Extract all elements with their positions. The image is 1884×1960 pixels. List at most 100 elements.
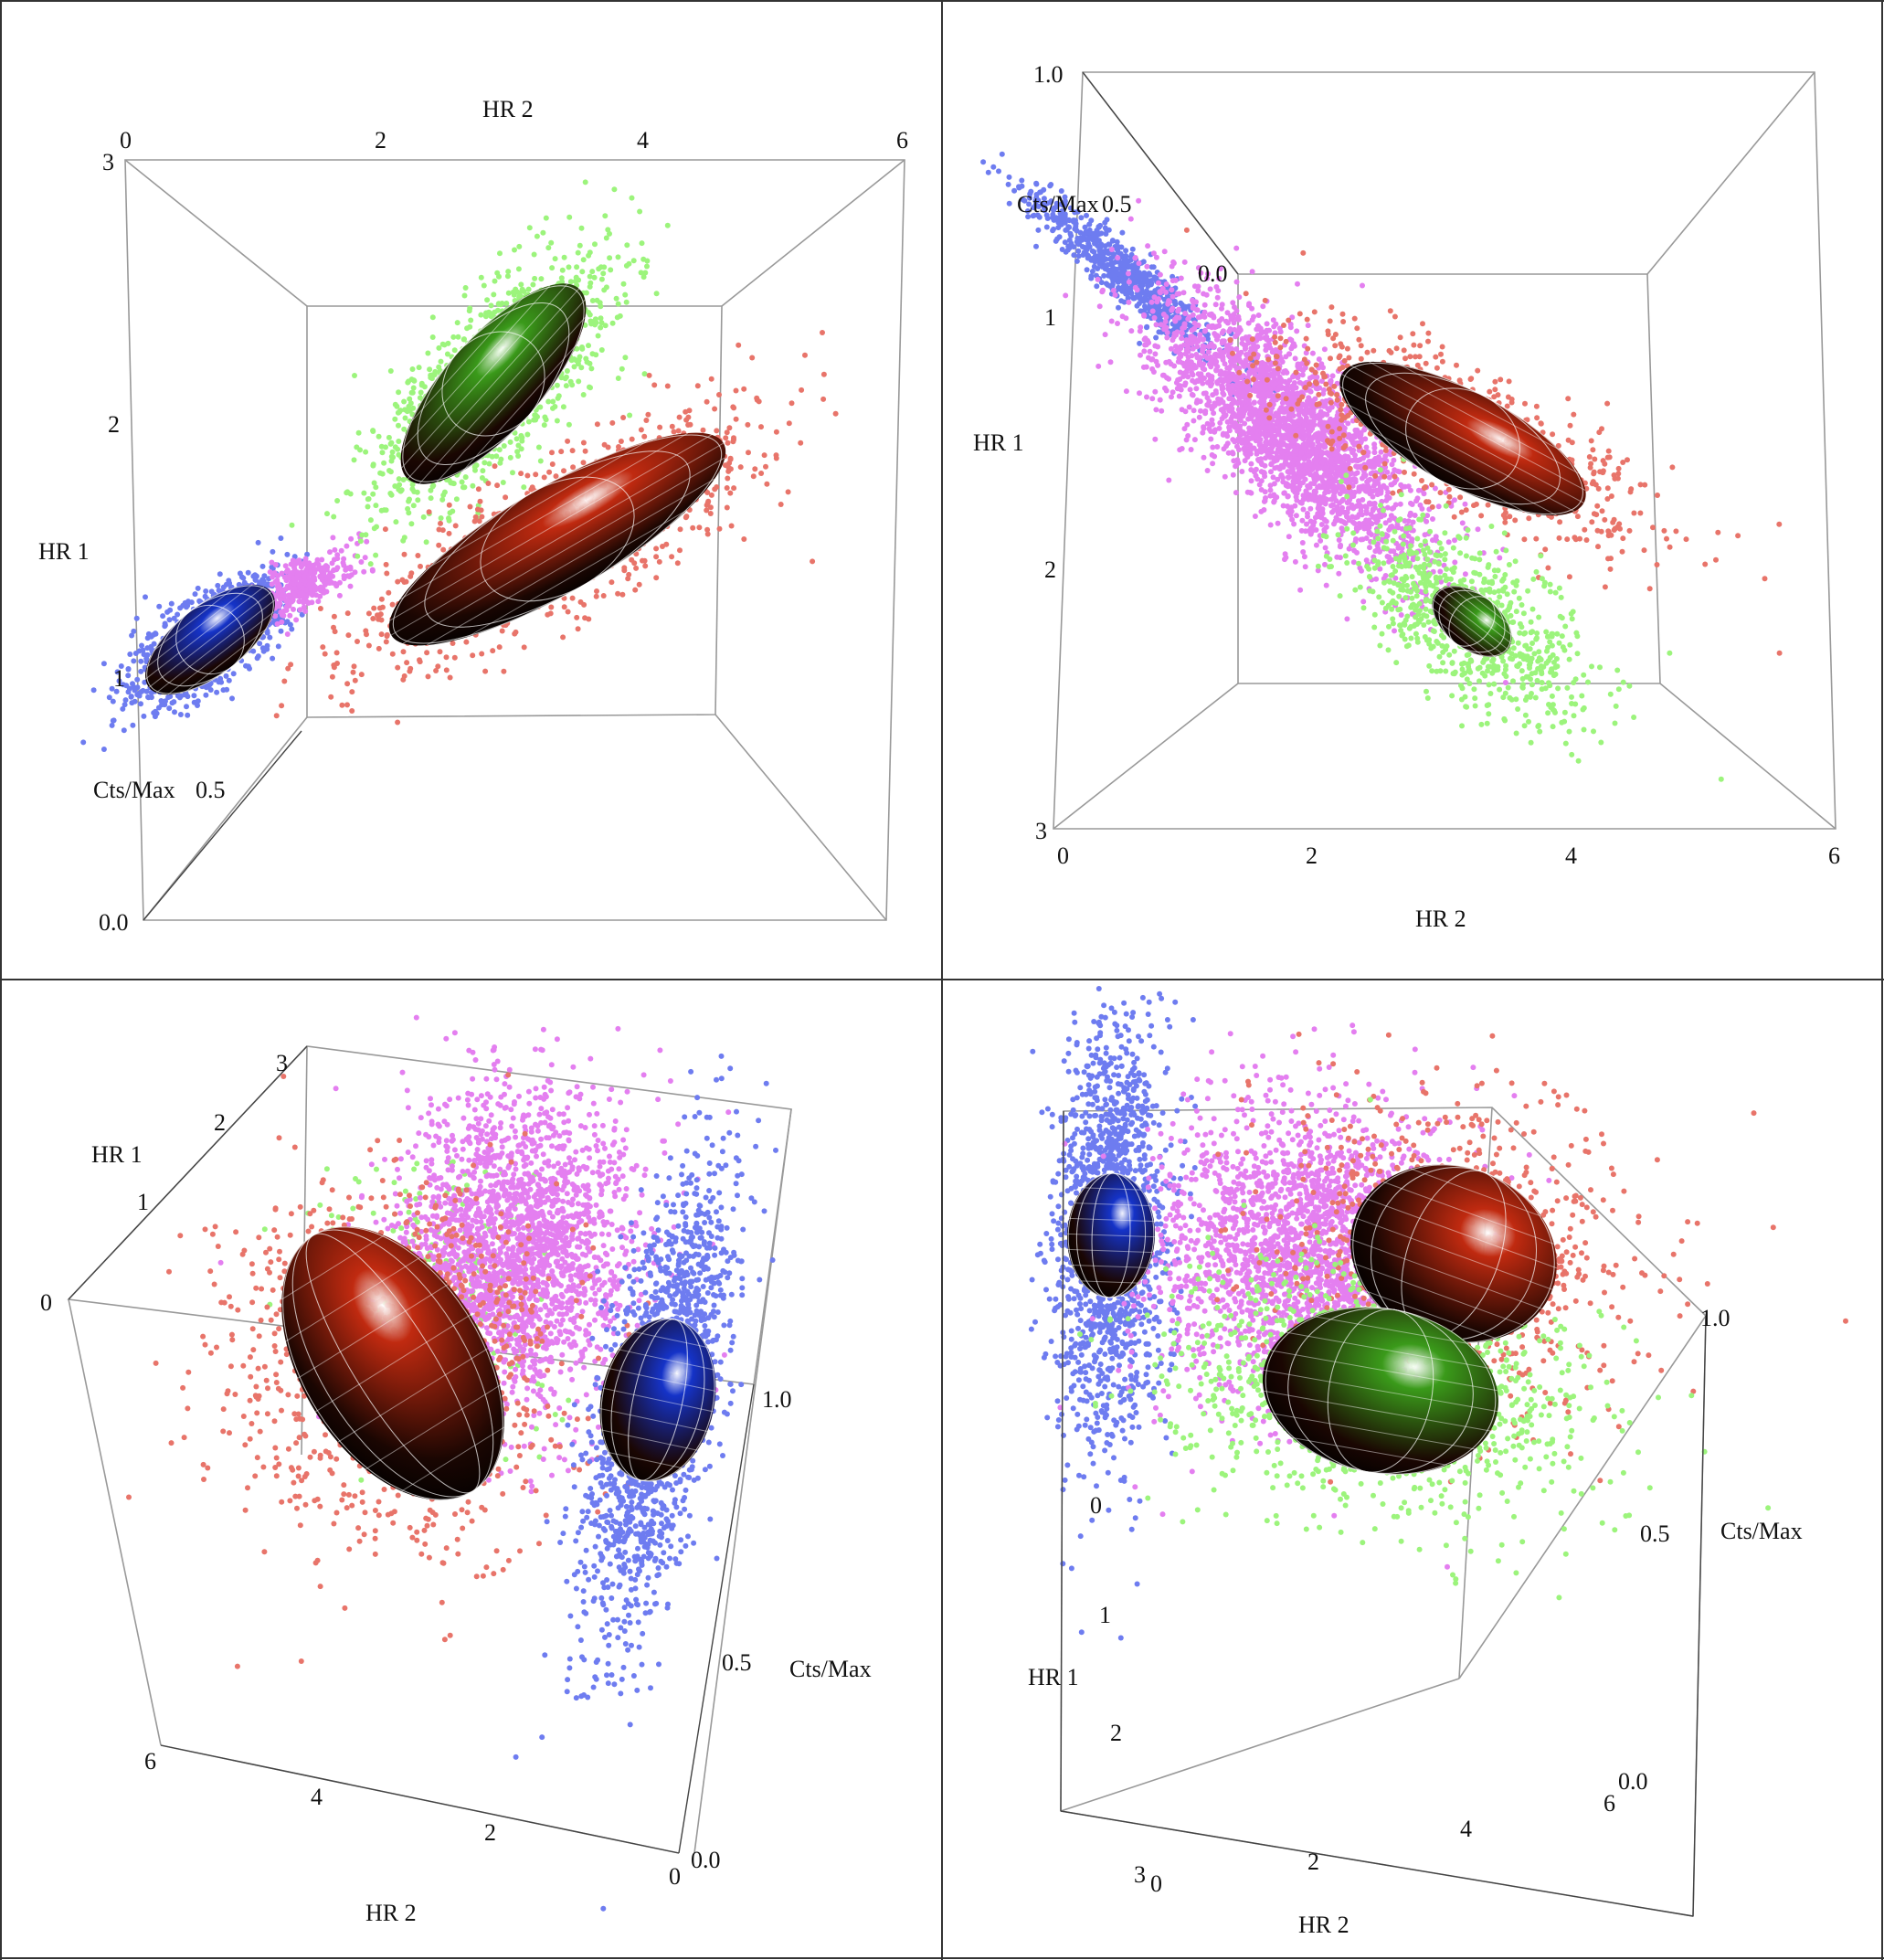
scatter-point-red (331, 664, 337, 671)
scatter-point-blue (1116, 304, 1121, 311)
scatter-point-blue (1127, 287, 1134, 293)
scatter-point-blue (171, 615, 177, 621)
scatter-point-green (602, 213, 609, 219)
scatter-point-red (395, 578, 401, 585)
scatter-point-red (631, 560, 638, 567)
scatter-point-violet (327, 570, 333, 577)
scatter-point-green (505, 269, 512, 275)
scatter-point-green (438, 358, 444, 365)
scatter-point-green (438, 515, 444, 521)
scatter-point-green (526, 225, 533, 231)
scatter-point-blue (1161, 296, 1168, 302)
scatter-point-green (355, 429, 362, 436)
scatter-point-green (611, 186, 618, 193)
scatter-point-green (624, 242, 630, 249)
scatter-point-red (810, 558, 816, 565)
scatter-point-red (683, 417, 690, 423)
scatter-point-red (384, 631, 390, 638)
scatter-point-violet (362, 555, 368, 561)
scatter-point-blue (113, 688, 120, 694)
scatter-point-green (401, 535, 407, 541)
scatter-point-violet (274, 620, 280, 627)
scatter-point-violet (318, 584, 323, 590)
scatter-point-violet (1126, 270, 1131, 277)
scatter-point-blue (175, 611, 181, 618)
scatter-point-violet (332, 546, 338, 553)
ellipsoid-parallel (436, 316, 586, 482)
scatter-point-red (407, 668, 413, 674)
scatter-point-violet (306, 599, 312, 606)
scatter-point-red (471, 518, 478, 524)
scatter-point-blue (1104, 228, 1110, 234)
scatter-point-green (598, 320, 605, 326)
scatter-point-blue (127, 652, 133, 657)
scatter-point-red (675, 428, 682, 434)
scatter-point-green (524, 431, 531, 438)
scatter-point-violet (306, 581, 312, 588)
scatter-point-blue (1051, 226, 1056, 232)
scatter-point-blue (1186, 322, 1192, 328)
scatter-point-blue (1078, 215, 1085, 221)
scatter-point-blue (259, 645, 266, 652)
scatter-point-red (716, 392, 722, 397)
scatter-point-green (638, 270, 644, 276)
scatter-point-red (376, 616, 382, 622)
scatter-point-red (651, 382, 658, 388)
scatter-point-red (758, 471, 765, 476)
scatter-point-green (586, 252, 592, 259)
scatter-point-red (802, 352, 808, 358)
scatter-point-green (512, 429, 518, 436)
scatter-point-red (503, 494, 509, 501)
scatter-point-red (553, 473, 559, 480)
scatter-point-green (589, 269, 596, 275)
scatter-point-blue (121, 727, 127, 734)
ellipsoid-layer (144, 283, 726, 695)
scatter-point-blue (1140, 259, 1147, 265)
scatter-point-red (686, 408, 693, 414)
scatter-point-green (455, 334, 461, 340)
ellipsoid-parallel (390, 442, 725, 636)
scatter-point-blue (304, 551, 311, 557)
scatter-point-violet (287, 572, 293, 578)
ellipsoid-meridian (402, 285, 585, 482)
scatter-point-green (331, 514, 337, 520)
scatter-point-green (530, 281, 536, 288)
scatter-point-violet (1163, 281, 1170, 287)
scatter-point-violet (313, 592, 320, 599)
scatter-point-red (725, 440, 731, 446)
scatter-point-blue (1011, 187, 1018, 194)
scatter-point-violet (282, 586, 289, 592)
scatter-point-red (561, 604, 567, 610)
scatter-point-red (640, 557, 645, 564)
scatter-point-blue (223, 581, 229, 588)
scatter-point-violet (283, 604, 290, 610)
scatter-point-blue (1059, 208, 1065, 214)
scatter-point-blue (226, 677, 232, 683)
scatter-point-red (365, 610, 372, 617)
scatter-point-blue (1066, 224, 1073, 230)
scatter-point-blue (1072, 209, 1078, 216)
ellipsoid-red (388, 432, 726, 646)
scatter-point-blue (138, 701, 143, 707)
scatter-point-green (566, 421, 572, 428)
scatter-point-green (521, 289, 527, 294)
scatter-point-violet (279, 612, 285, 618)
scatter-point-green (537, 458, 544, 464)
scatter-point-blue (130, 681, 135, 687)
scatter-point-blue (1123, 253, 1129, 259)
scatter-point-blue (1147, 271, 1153, 278)
scatter-point-blue (101, 747, 107, 752)
scatter-point-green (388, 453, 395, 460)
scatter-point-green (589, 298, 596, 303)
scatter-point-green (567, 279, 574, 285)
scatter-point-red (569, 448, 576, 454)
scatter-point-red (704, 398, 710, 405)
scatter-point-violet (301, 604, 307, 610)
scatter-point-red (643, 418, 650, 423)
scatter-point-green (370, 491, 376, 497)
scatter-point-blue (1020, 196, 1026, 203)
scatter-point-green (383, 507, 389, 514)
scatter-point-green (579, 345, 586, 352)
scatter-point-green (593, 352, 599, 358)
scatter-point-red (395, 664, 401, 671)
